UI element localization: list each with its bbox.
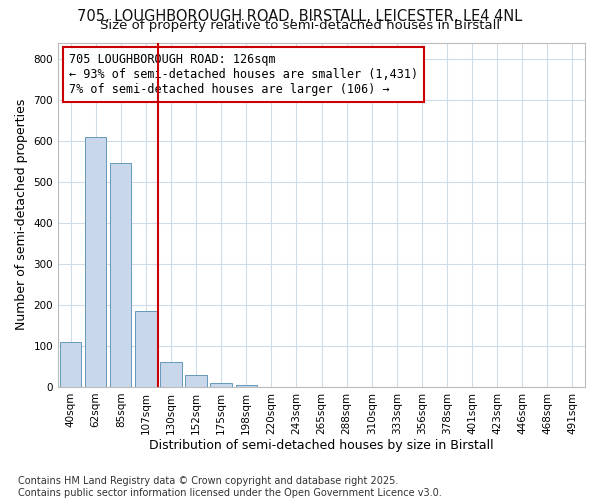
Bar bbox=[211, 383, 232, 387]
Bar bbox=[110, 164, 131, 387]
Bar bbox=[85, 137, 106, 387]
Bar bbox=[185, 376, 207, 387]
Text: 705, LOUGHBOROUGH ROAD, BIRSTALL, LEICESTER, LE4 4NL: 705, LOUGHBOROUGH ROAD, BIRSTALL, LEICES… bbox=[77, 9, 523, 24]
Bar bbox=[236, 385, 257, 387]
Text: Contains HM Land Registry data © Crown copyright and database right 2025.
Contai: Contains HM Land Registry data © Crown c… bbox=[18, 476, 442, 498]
X-axis label: Distribution of semi-detached houses by size in Birstall: Distribution of semi-detached houses by … bbox=[149, 440, 494, 452]
Bar bbox=[160, 362, 182, 387]
Bar bbox=[60, 342, 81, 387]
Text: Size of property relative to semi-detached houses in Birstall: Size of property relative to semi-detach… bbox=[100, 19, 500, 32]
Y-axis label: Number of semi-detached properties: Number of semi-detached properties bbox=[15, 99, 28, 330]
Bar bbox=[135, 311, 157, 387]
Text: 705 LOUGHBOROUGH ROAD: 126sqm
← 93% of semi-detached houses are smaller (1,431)
: 705 LOUGHBOROUGH ROAD: 126sqm ← 93% of s… bbox=[68, 53, 418, 96]
